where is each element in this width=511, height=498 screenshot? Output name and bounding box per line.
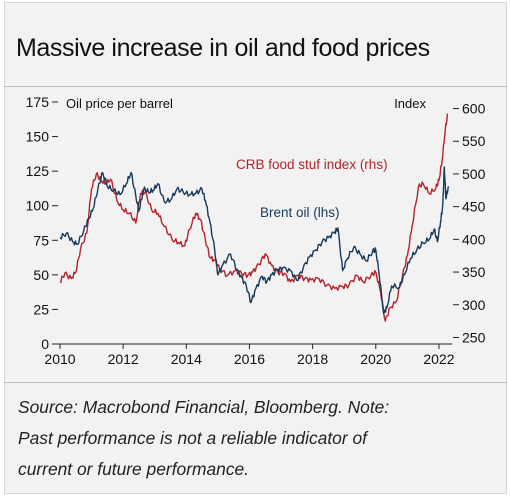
source-line-1: Source: Macrobond Financial, Bloomberg. …	[18, 397, 390, 417]
left-tick-label: 0	[41, 336, 49, 352]
title-divider	[4, 86, 507, 87]
source-divider	[4, 382, 507, 383]
x-tick-label: 2020	[360, 351, 391, 367]
x-tick-label: 2018	[297, 351, 328, 367]
right-axis-label: Index	[394, 96, 426, 111]
x-tick-label: 2016	[234, 351, 265, 367]
x-tick-label: 2010	[44, 351, 75, 367]
source-line-3: current or future performance.	[18, 459, 250, 479]
left-tick-label: 25	[33, 301, 49, 317]
page-title: Massive increase in oil and food prices	[16, 34, 430, 62]
brent-oil-line	[59, 166, 450, 315]
right-axis-ticks: 250 300 350 400 450 500 550 600	[453, 101, 486, 345]
right-tick-label: 300	[462, 297, 486, 313]
source-line-2: Past performance is not a reliable indic…	[18, 428, 367, 448]
right-tick-label: 250	[462, 329, 486, 345]
left-axis-label: Oil price per barrel	[66, 96, 173, 111]
right-tick-label: 450	[462, 199, 486, 215]
left-tick-label: 125	[26, 163, 50, 179]
left-tick-label: 100	[26, 198, 50, 214]
chart-svg: 0 25 50 75 100 125 150 175 250 300 350 400 450 500 55…	[26, 94, 486, 367]
right-tick-label: 350	[462, 264, 486, 280]
x-axis-ticks: 2010 2012 2014 2016 2018 2020 2022	[44, 344, 455, 367]
right-tick-label: 600	[462, 101, 486, 117]
left-tick-label: 50	[33, 267, 49, 283]
x-tick-label: 2014	[171, 351, 202, 367]
x-tick-label: 2022	[423, 351, 454, 367]
right-tick-label: 550	[462, 133, 486, 149]
left-tick-label: 150	[26, 129, 50, 145]
left-tick-label: 175	[26, 94, 50, 110]
right-tick-label: 500	[462, 166, 486, 182]
line-chart: 0 25 50 75 100 125 150 175 250 300 350 400 450 500 55…	[0, 86, 511, 382]
chart-card	[4, 2, 507, 494]
x-tick-label: 2012	[108, 351, 139, 367]
series-lines	[59, 113, 450, 322]
source-note: Source: Macrobond Financial, Bloomberg. …	[18, 392, 488, 485]
crb-annotation: CRB food stuf index (rhs)	[236, 157, 388, 172]
brent-annotation: Brent oil (lhs)	[260, 205, 340, 220]
crb-food-line	[59, 113, 449, 322]
right-tick-label: 400	[462, 231, 486, 247]
left-tick-label: 75	[33, 232, 49, 248]
left-axis-ticks: 0 25 50 75 100 125 150 175	[26, 94, 58, 352]
